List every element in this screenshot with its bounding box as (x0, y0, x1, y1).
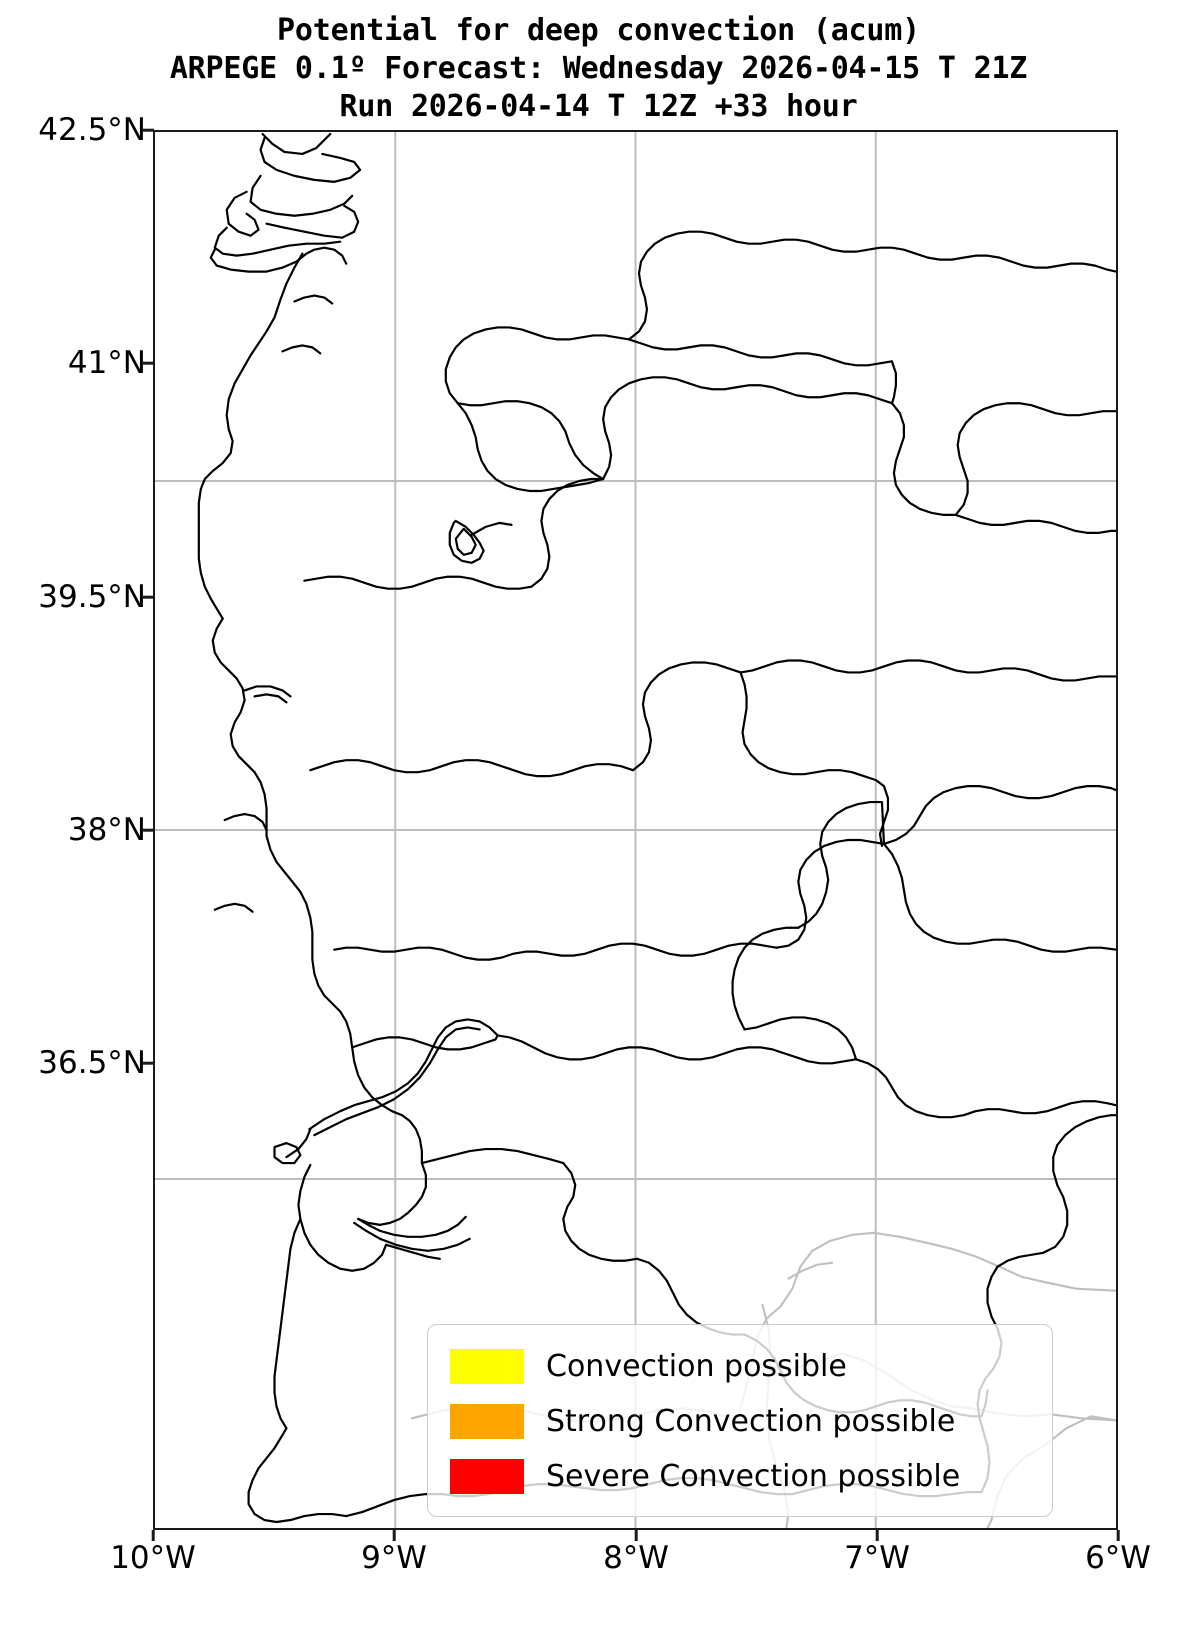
y-tickmark-38n (143, 828, 154, 832)
x-tickmark-9w (392, 1530, 396, 1541)
legend-item: Severe Convection possible (450, 1449, 1034, 1504)
y-tick-label-41n: 41°N (67, 345, 146, 381)
y-tickmark-36-5n (143, 1061, 154, 1065)
legend-label-severe-convection-possible: Severe Convection possible (546, 1459, 961, 1494)
legend-swatch-severe-convection-possible (450, 1459, 524, 1494)
legend-item: Strong Convection possible (450, 1394, 1034, 1449)
x-tick-label-8w: 8°W (603, 1540, 669, 1576)
y-tick-label-36-5n: 36.5°N (38, 1045, 146, 1081)
x-tickmark-10w (151, 1530, 155, 1541)
legend-item: Convection possible (450, 1339, 1034, 1394)
x-tickmark-8w (634, 1530, 638, 1541)
x-tickmark-7w (875, 1530, 879, 1541)
map-canvas (155, 132, 1116, 1528)
y-tickmark-39-5n (143, 595, 154, 599)
legend-swatch-convection-possible (450, 1349, 524, 1384)
y-tickmark-41n (143, 361, 154, 365)
x-tick-label-10w: 10°W (110, 1540, 196, 1576)
legend-label-convection-possible: Convection possible (546, 1349, 847, 1384)
x-tick-label-9w: 9°W (361, 1540, 427, 1576)
y-tickmark-42-5n (143, 128, 154, 132)
y-tick-label-39-5n: 39.5°N (38, 579, 146, 615)
y-tick-label-38n: 38°N (67, 812, 146, 848)
chart-subtitle: ARPEGE 0.1º Forecast: Wednesday 2026-04-… (169, 51, 1028, 86)
y-tick-label-42-5n: 42.5°N (38, 112, 146, 148)
legend-swatch-strong-convection-possible (450, 1404, 524, 1439)
x-tickmark-6w (1116, 1530, 1120, 1541)
chart-title-block: Potential for deep convection (acum) ARP… (0, 0, 1197, 122)
map-plot-area (153, 130, 1118, 1530)
chart-run-info: Run 2026-04-14 T 12Z +33 hour (339, 89, 858, 124)
portugal-district-boundaries (197, 132, 1116, 1524)
legend-label-strong-convection-possible: Strong Convection possible (546, 1404, 956, 1439)
x-tick-label-7w: 7°W (844, 1540, 910, 1576)
x-tick-label-6w: 6°W (1085, 1540, 1151, 1576)
chart-title: Potential for deep convection (acum) (276, 13, 920, 48)
map-legend: Convection possible Strong Convection po… (427, 1324, 1053, 1517)
